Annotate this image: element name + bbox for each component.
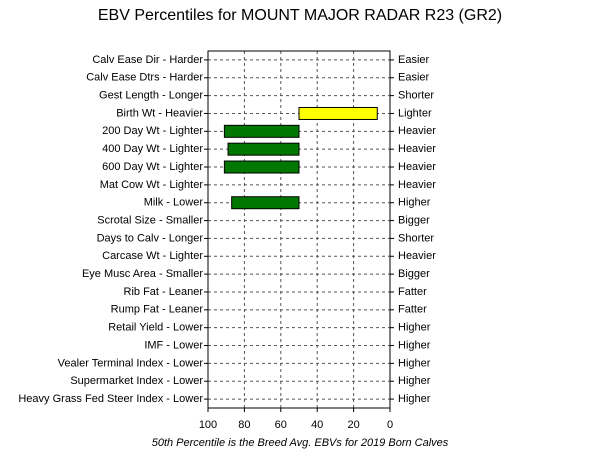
x-tick-label: 20 [347,419,359,431]
y2-tick-label: Fatter [398,304,427,316]
y2-tick-label: Shorter [398,232,434,244]
y2-tick-label: Fatter [398,286,427,298]
y-tick-label: Days to Calv - Longer [97,232,204,244]
x-tick-label: 60 [275,419,287,431]
bar [223,124,300,138]
x-tick-label: 40 [311,419,323,431]
y-tick-label: IMF - Lower [144,339,203,351]
y-tick-label: Rump Fat - Leaner [111,304,204,316]
y2-tick-label: Shorter [398,90,434,102]
y-tick-label: 200 Day Wt - Lighter [102,125,203,137]
bar [223,160,300,174]
y2-tick-label: Bigger [398,268,430,280]
bar [298,106,378,120]
y2-tick-label: Heavier [398,125,436,137]
x-tick-label: 100 [199,419,217,431]
y2-tick-label: Easier [398,54,430,66]
y2-tick-label: Lighter [398,107,432,119]
y-tick-label: Gest Length - Longer [99,90,203,102]
y-tick-label: Eye Musc Area - Smaller [82,268,203,280]
y-tick-label: Rib Fat - Leaner [124,286,204,298]
footnote: 50th Percentile is the Breed Avg. EBVs f… [152,437,449,449]
y-tick-label: Birth Wt - Heavier [116,107,203,119]
x-tick-label: 0 [387,419,393,431]
y2-tick-label: Higher [398,357,431,369]
y-tick-label: Carcase Wt - Lighter [102,250,203,262]
y-tick-label: Supermarket Index - Lower [70,375,203,387]
y2-tick-label: Heavier [398,179,436,191]
y2-tick-label: Heavier [398,250,436,262]
y-tick-label: Milk - Lower [144,197,204,209]
bar [227,142,300,156]
y-tick-label: Retail Yield - Lower [108,322,203,334]
y-tick-label: Vealer Terminal Index - Lower [58,357,204,369]
y-tick-label: Calv Ease Dtrs - Harder [86,72,203,84]
y-tick-label: 400 Day Wt - Lighter [102,143,203,155]
y2-tick-label: Heavier [398,143,436,155]
y-tick-label: 600 Day Wt - Lighter [102,161,203,173]
bar [231,196,300,210]
y2-tick-label: Easier [398,72,430,84]
y2-tick-label: Higher [398,393,431,405]
y-tick-label: Scrotal Size - Smaller [97,214,203,226]
chart-title: EBV Percentiles for MOUNT MAJOR RADAR R2… [98,7,502,24]
y-tick-label: Calv Ease Dir - Harder [92,54,203,66]
y-tick-label: Mat Cow Wt - Lighter [100,179,204,191]
y-tick-label: Heavy Grass Fed Steer Index - Lower [18,393,203,405]
y2-tick-label: Higher [398,322,431,334]
y2-tick-label: Higher [398,197,431,209]
y2-tick-label: Heavier [398,161,436,173]
x-tick-label: 80 [238,419,250,431]
plot-frame [207,50,391,409]
y2-tick-label: Higher [398,339,431,351]
y2-tick-label: Bigger [398,214,430,226]
y2-tick-label: Higher [398,375,431,387]
